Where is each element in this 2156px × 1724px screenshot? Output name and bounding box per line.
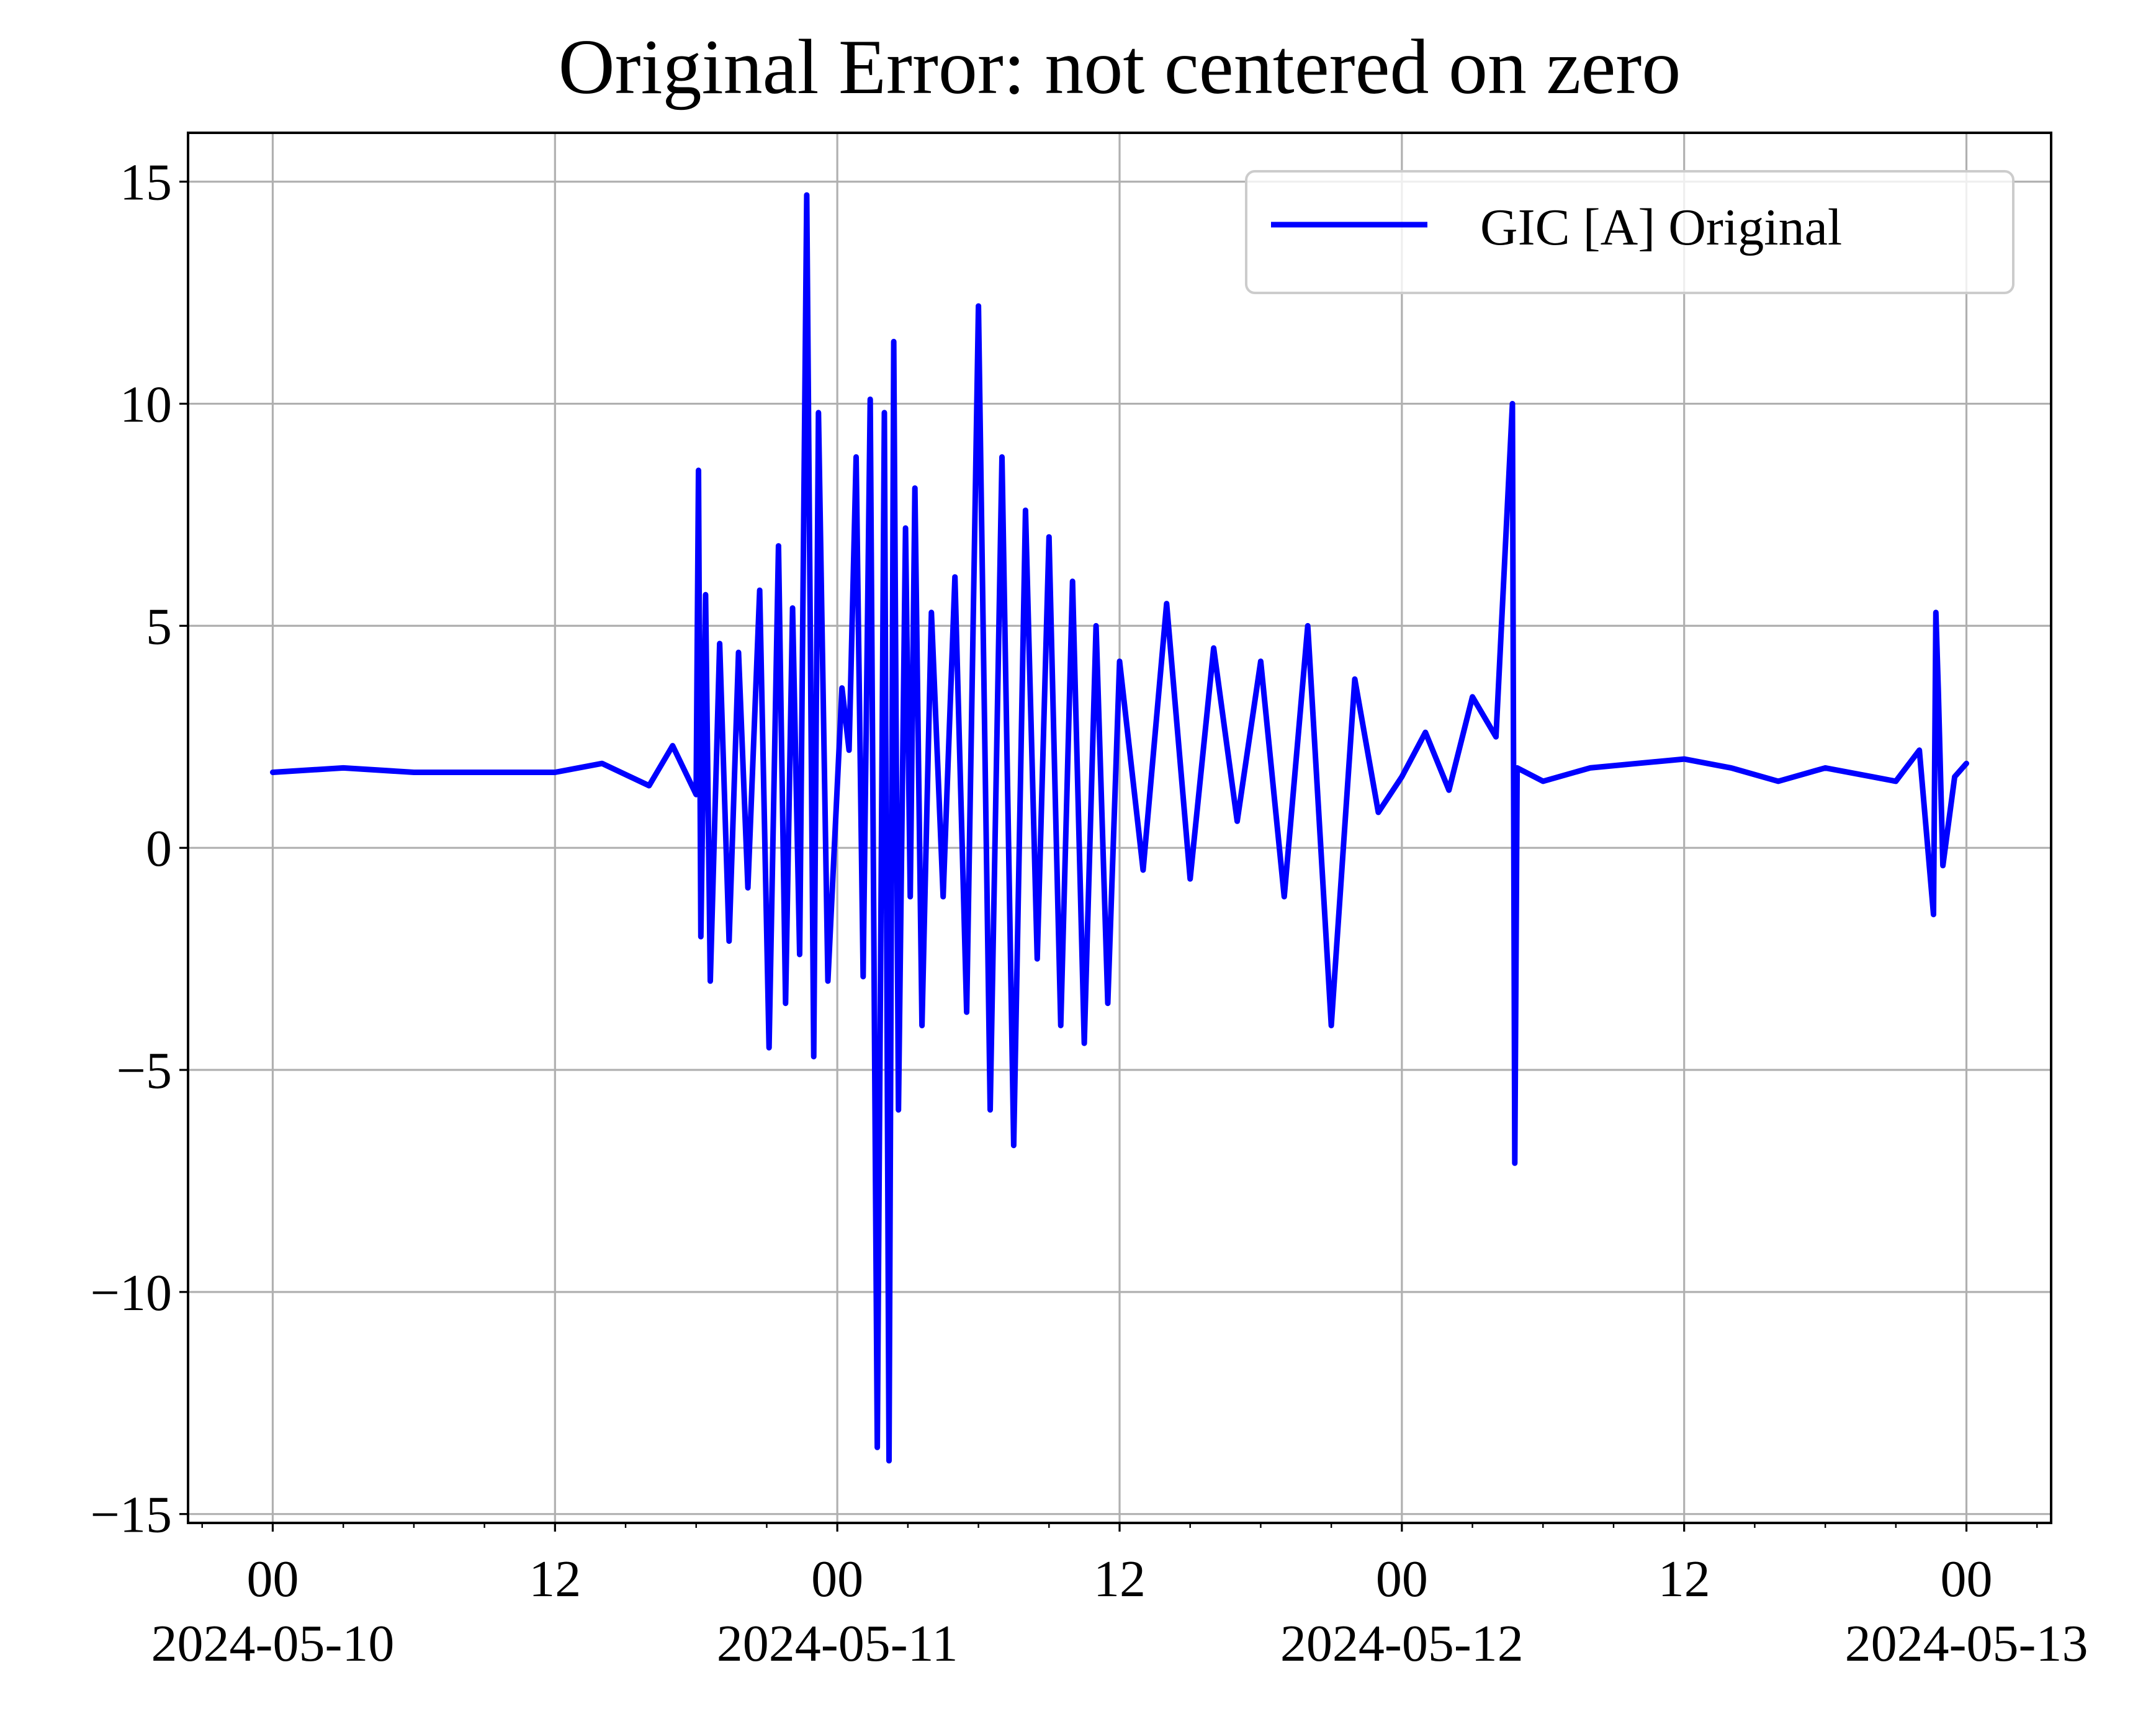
x-tick-label: 12 bbox=[529, 1550, 581, 1608]
legend-box bbox=[1245, 170, 2015, 294]
x-tick-date-label: 2024-05-11 bbox=[717, 1615, 958, 1672]
y-tick-label: 10 bbox=[120, 376, 172, 434]
y-tick-label: −10 bbox=[91, 1264, 172, 1322]
plot-frame bbox=[187, 132, 2052, 1524]
chart-title: Original Error: not centered on zero bbox=[559, 24, 1681, 110]
legend: GIC [A] Original bbox=[1245, 170, 2015, 294]
x-axis: 00 2024-05-10 12 00 2024-05-11 12 00 2024-05-12… bbox=[151, 1523, 2088, 1672]
x-tick-label: 00 bbox=[246, 1550, 299, 1608]
y-axis: 15 10 5 0 −5 −10 −15 bbox=[91, 154, 188, 1544]
series-line bbox=[270, 192, 1969, 1464]
x-tick-date-label: 2024-05-12 bbox=[1280, 1615, 1524, 1672]
x-tick-label: 12 bbox=[1094, 1550, 1146, 1608]
x-tick-date-label: 2024-05-13 bbox=[1845, 1615, 2088, 1672]
y-tick-label: 0 bbox=[146, 820, 172, 878]
series-layer bbox=[270, 192, 1969, 1464]
y-tick-label: 15 bbox=[120, 154, 172, 212]
x-tick-label: 00 bbox=[1376, 1550, 1428, 1608]
x-tick-date-label: 2024-05-10 bbox=[151, 1615, 394, 1672]
y-tick-label: −5 bbox=[117, 1042, 172, 1100]
y-tick-label: −15 bbox=[91, 1486, 172, 1544]
x-tick-label: 00 bbox=[811, 1550, 863, 1608]
x-tick-label: 00 bbox=[1941, 1550, 1993, 1608]
x-tick-label: 12 bbox=[1658, 1550, 1710, 1608]
y-tick-label: 5 bbox=[146, 598, 172, 655]
legend-label: GIC [A] Original bbox=[1480, 199, 1842, 256]
